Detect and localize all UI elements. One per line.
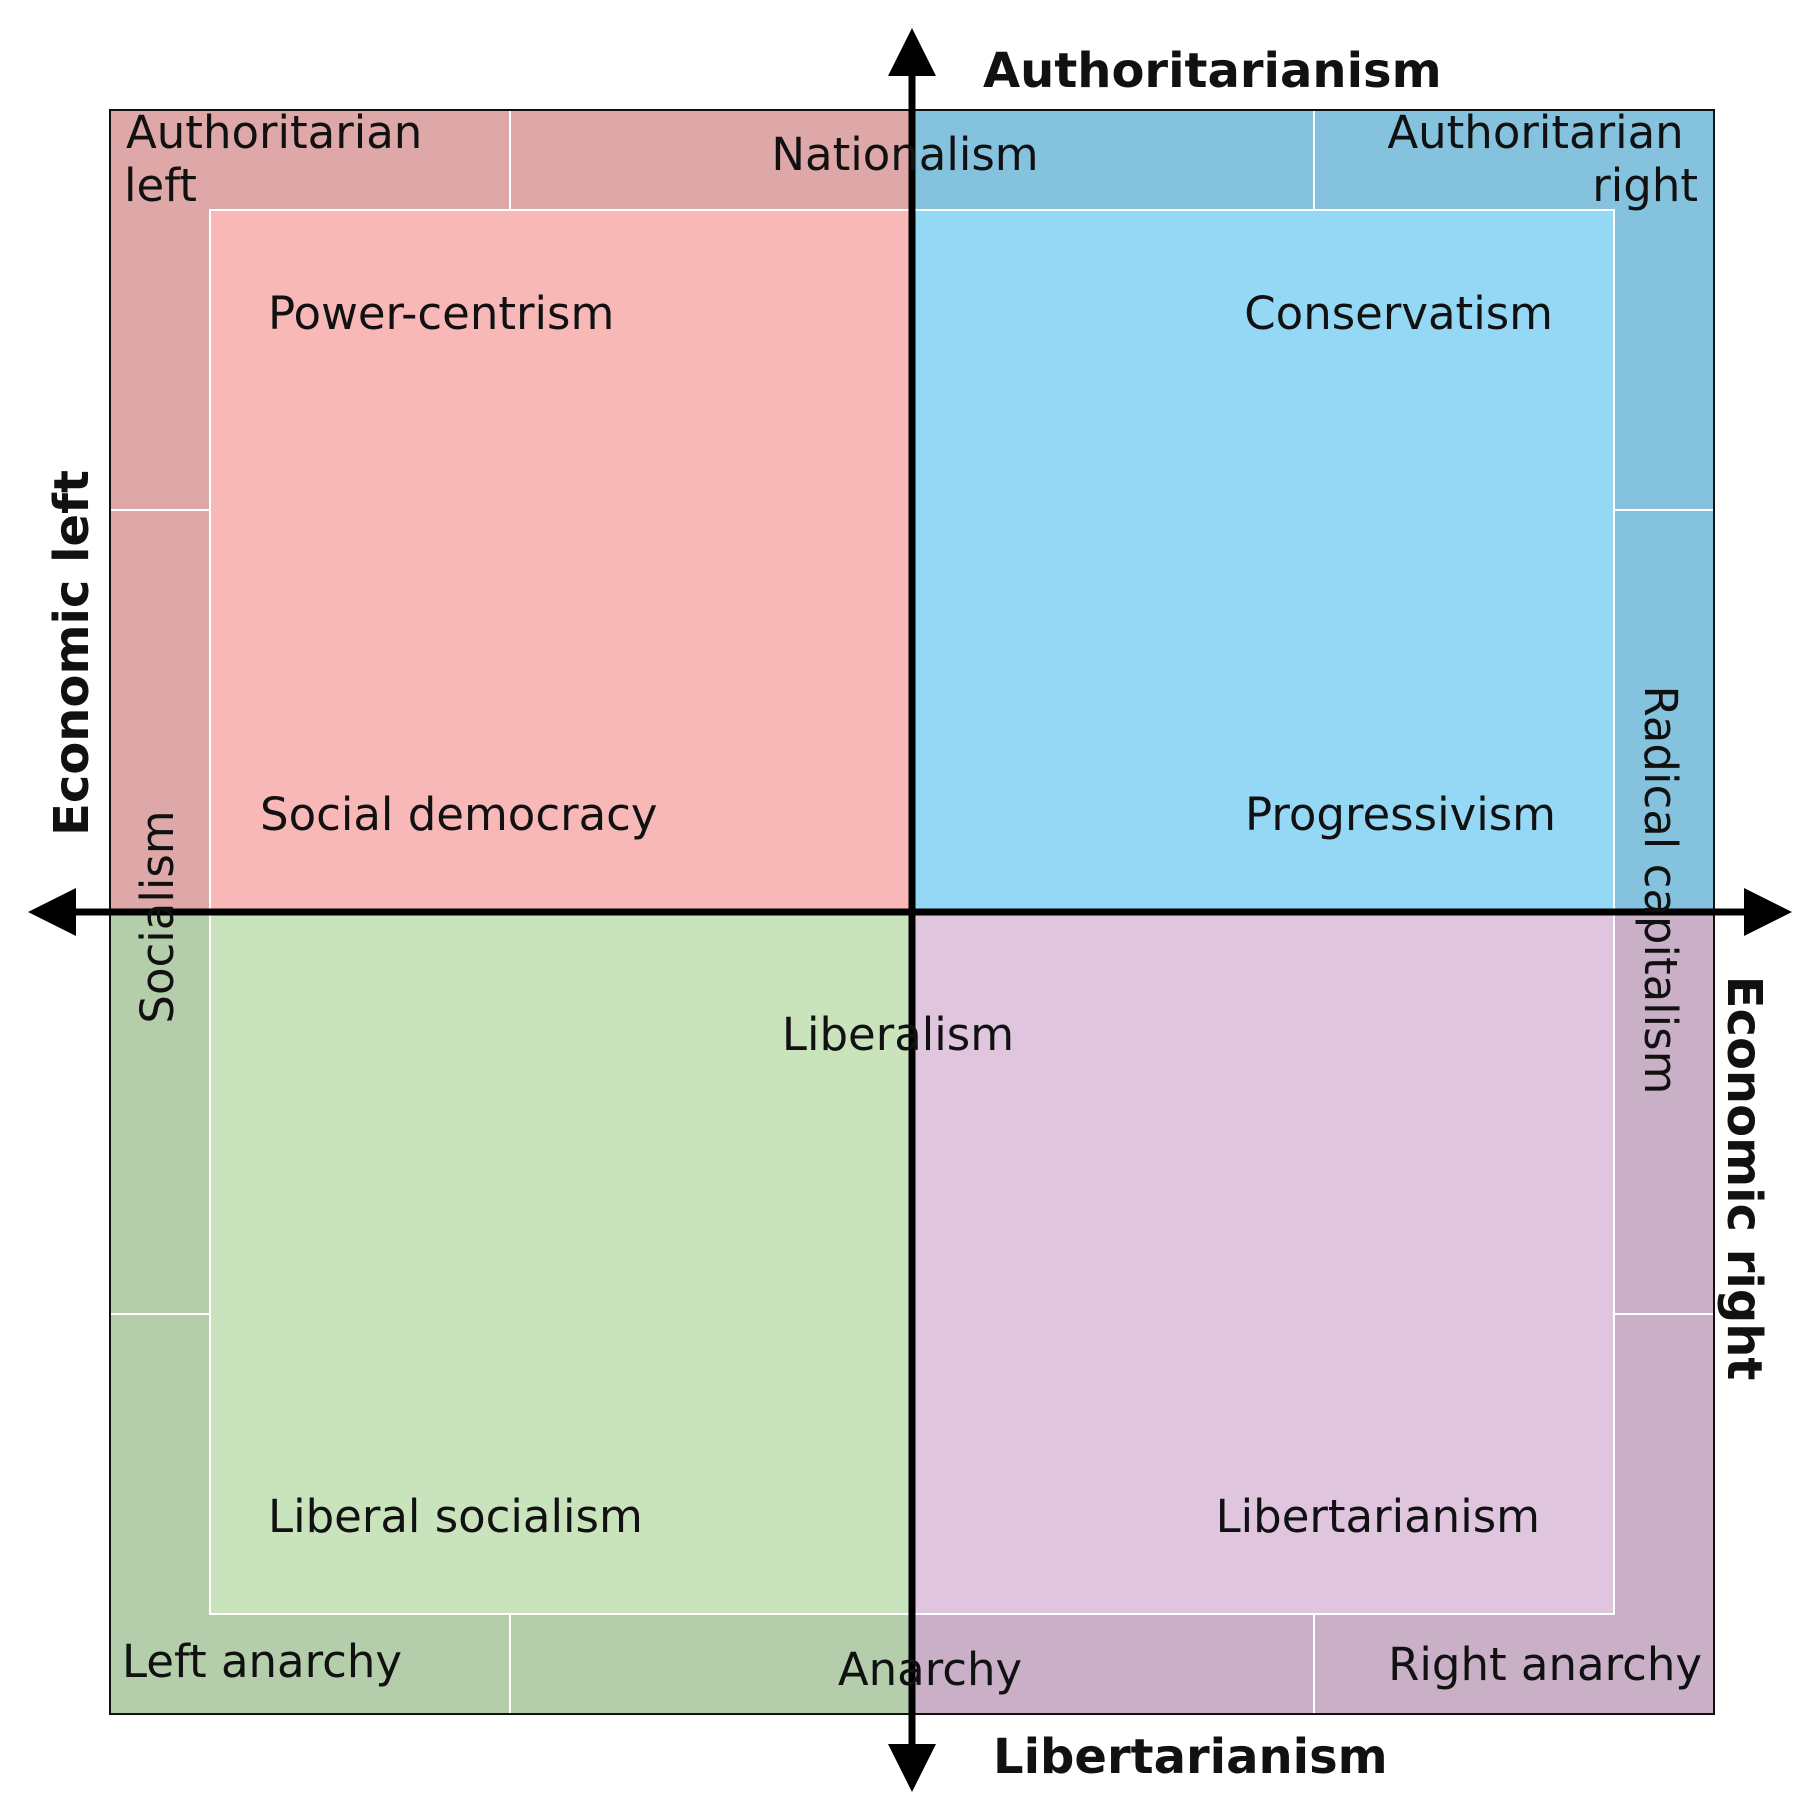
axes (70, 68, 1750, 1750)
axis-label-right: Economic right (1716, 976, 1772, 1381)
arrow-up-icon (888, 28, 936, 76)
edge-label-bottom: Anarchy (838, 1643, 1022, 1696)
inner-quadrant-bottom-right (912, 912, 1614, 1614)
corner-label-bottom-left: Left anarchy (122, 1635, 402, 1688)
inner-label-liberal-socialism: Liberal socialism (268, 1490, 643, 1543)
center-label: Liberalism (782, 1008, 1014, 1061)
arrow-down-icon (888, 1744, 936, 1792)
edge-label-top: Nationalism (771, 128, 1038, 181)
axis-label-bottom: Libertarianism (993, 1729, 1388, 1785)
inner-quadrant-top-left (210, 210, 912, 912)
inner-label-conservatism: Conservatism (1244, 287, 1553, 340)
axis-label-top: Authoritarianism (983, 43, 1442, 99)
arrow-right-icon (1744, 888, 1792, 936)
inner-label-social-democracy: Social democracy (260, 788, 658, 841)
axis-label-left: Economic left (44, 470, 100, 836)
inner-quadrant-top-right (912, 210, 1614, 912)
corner-label-bottom-right: Right anarchy (1388, 1638, 1702, 1691)
corner-label-top-left: Authoritarian left (124, 106, 437, 212)
arrow-left-icon (28, 888, 76, 936)
edge-label-left: Socialism (131, 810, 184, 1023)
inner-quadrant-bottom-left (210, 912, 912, 1614)
inner-label-libertarianism: Libertarianism (1216, 1490, 1540, 1543)
inner-label-progressivism: Progressivism (1245, 788, 1556, 841)
corner-label-top-right: Authoritarian right (1387, 106, 1698, 212)
inner-label-power-centrism: Power-centrism (268, 287, 614, 340)
edge-label-right: Radical capitalism (1634, 686, 1687, 1095)
